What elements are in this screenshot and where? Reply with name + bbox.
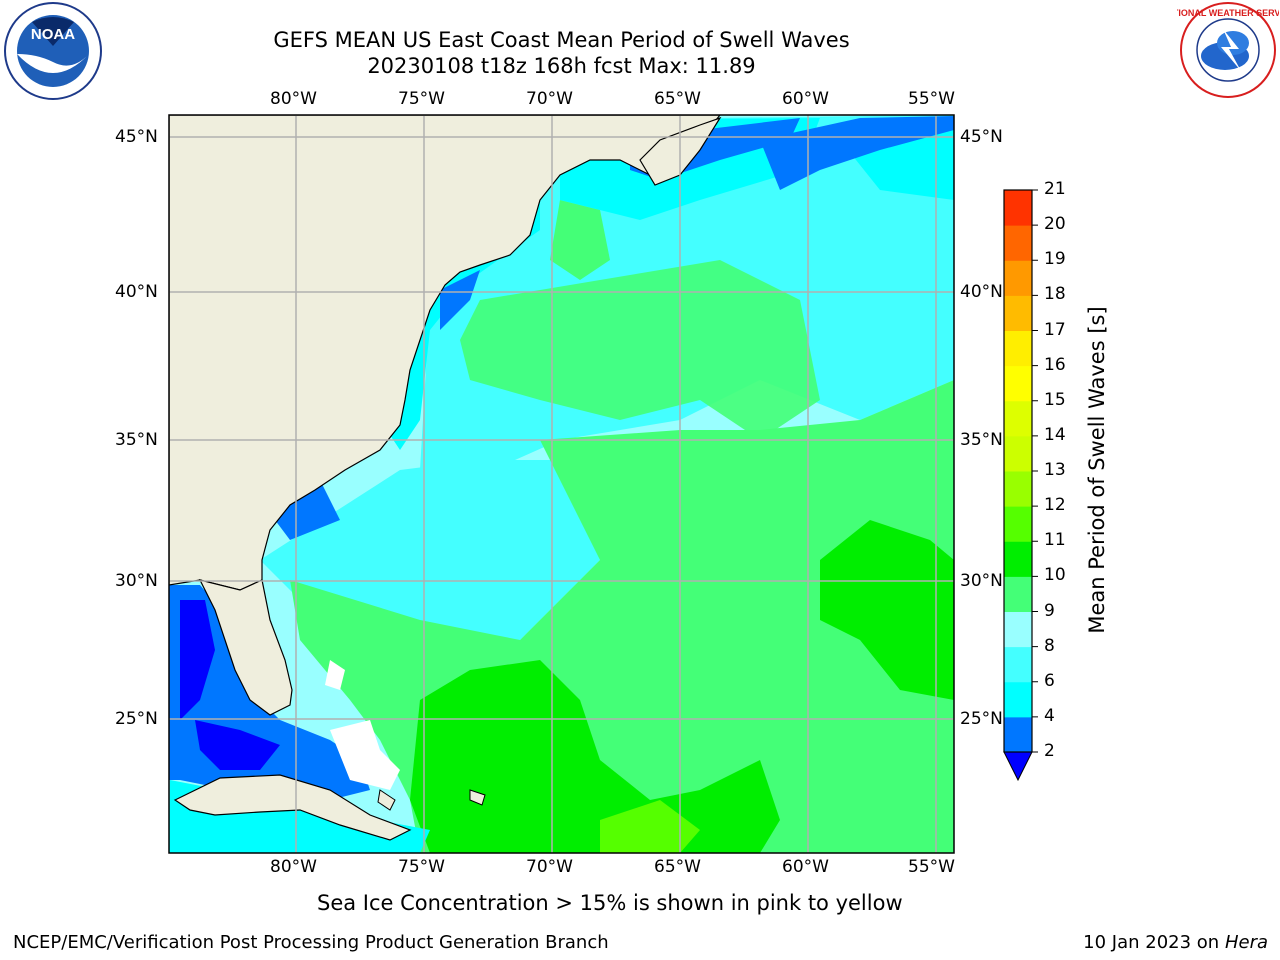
map-area — [169, 115, 954, 853]
colorbar-segment — [1004, 506, 1032, 542]
gulf-field-below-2 — [180, 600, 215, 720]
lon-label-top: 65°W — [654, 89, 701, 109]
colorbar-label: Mean Period of Swell Waves [s] — [1085, 306, 1109, 634]
colorbar-segment — [1004, 681, 1032, 718]
swell-field-2-4 — [440, 270, 480, 330]
colorbar-segment — [1004, 611, 1032, 648]
colorbar-segment — [1004, 190, 1032, 226]
colorbar-segment — [1004, 260, 1032, 296]
colorbar-tick-label: 9 — [1044, 600, 1055, 621]
chart-title: GEFS MEAN US East Coast Mean Period of S… — [273, 28, 850, 52]
land-cuba — [173, 774, 412, 841]
lat-label-right: 30°N — [960, 571, 1003, 591]
swell-field-6-8 — [260, 460, 600, 640]
lat-label-right: 25°N — [960, 709, 1003, 729]
lon-label-bottom: 80°W — [270, 857, 317, 877]
masked-area — [325, 660, 345, 690]
noaa-logo: NOAA — [4, 2, 102, 100]
lon-label-bottom: 65°W — [654, 857, 701, 877]
lon-label-top: 55°W — [908, 89, 955, 109]
colorbar-segment — [1004, 330, 1032, 367]
swell-field-11-12 — [600, 800, 700, 853]
colorbar-tick-label: 10 — [1044, 565, 1066, 586]
footer-credit: NCEP/EMC/Verification Post Processing Pr… — [13, 932, 609, 953]
colorbar — [1003, 189, 1038, 782]
lat-label-left: 45°N — [115, 127, 158, 147]
footer-date-text: 10 Jan 2023 on — [1083, 932, 1225, 953]
colorbar-tick-label: 16 — [1044, 354, 1066, 375]
colorbar-segment — [1004, 716, 1032, 753]
masked-area — [330, 720, 400, 790]
noaa-logo-text: NOAA — [31, 26, 75, 43]
colorbar-tick-label: 17 — [1044, 319, 1066, 340]
colorbar-segment — [1004, 646, 1032, 683]
colorbar-tick-label: 14 — [1044, 424, 1066, 445]
lon-label-bottom: 70°W — [526, 857, 573, 877]
colorbar-tick-label: 20 — [1044, 214, 1066, 235]
colorbar-tick-label: 21 — [1044, 179, 1066, 199]
lat-label-left: 25°N — [115, 709, 158, 729]
lon-label-top: 60°W — [782, 89, 829, 109]
colorbar-tick-label: 13 — [1044, 460, 1066, 480]
colorbar-segment — [1004, 400, 1032, 437]
colorbar-tick-label: 19 — [1044, 249, 1066, 270]
lat-label-left: 40°N — [115, 282, 158, 302]
sea-ice-note: Sea Ice Concentration > 15% is shown in … — [317, 891, 903, 915]
colorbar-tick-label: 18 — [1044, 284, 1066, 305]
colorbar-tick-label: 2 — [1044, 741, 1055, 761]
colorbar-segment — [1004, 435, 1032, 472]
lat-label-right: 45°N — [960, 127, 1003, 147]
lon-label-top: 70°W — [526, 89, 573, 109]
swell-field-10-11 — [410, 660, 780, 853]
swell-field-10-11 — [820, 520, 954, 700]
land-island — [377, 789, 396, 811]
lon-label-top: 80°W — [270, 89, 317, 109]
swell-field-9-10 — [460, 260, 820, 440]
lat-label-left: 30°N — [115, 571, 158, 591]
lon-label-top: 75°W — [398, 89, 445, 109]
colorbar-extend-arrow — [1003, 751, 1033, 782]
land-island — [469, 789, 486, 806]
colorbar-tick-label: 6 — [1044, 670, 1055, 691]
colorbar-segment — [1004, 541, 1032, 577]
colorbar-segment — [1004, 471, 1032, 507]
lon-label-bottom: 55°W — [908, 857, 955, 877]
map-frame — [168, 114, 955, 854]
colorbar-segment — [1004, 576, 1032, 612]
lat-label-left: 35°N — [115, 430, 158, 450]
colorbar-tick-label: 11 — [1044, 530, 1066, 551]
nws-logo: NATIONAL WEATHER SERVICE — [1177, 2, 1279, 98]
colorbar-segment — [1004, 365, 1032, 402]
lat-label-right: 35°N — [960, 430, 1003, 450]
lat-label-right: 40°N — [960, 282, 1003, 302]
footer-date: 10 Jan 2023 on Hera — [1083, 932, 1268, 953]
map-gridlines — [169, 115, 954, 853]
colorbar-tick-label: 8 — [1044, 635, 1055, 656]
nws-logo-text: NATIONAL WEATHER SERVICE — [1177, 8, 1279, 18]
land-florida — [198, 579, 293, 716]
colorbar-tick-label: 4 — [1044, 705, 1055, 726]
colorbar-segment — [1004, 225, 1032, 261]
lon-label-bottom: 75°W — [398, 857, 445, 877]
footer-host: Hera — [1224, 932, 1268, 953]
lon-label-bottom: 60°W — [782, 857, 829, 877]
gulf-field-below-2 — [195, 720, 280, 770]
swell-field-9-10 — [550, 200, 610, 280]
chart-subtitle: 20230108 t18z 168h fcst Max: 11.89 — [367, 54, 756, 78]
land-us-coast — [169, 115, 721, 591]
colorbar-tick-label: 15 — [1044, 389, 1066, 410]
colorbar-segment — [1004, 295, 1032, 331]
colorbar-tick-label: 12 — [1044, 495, 1066, 516]
